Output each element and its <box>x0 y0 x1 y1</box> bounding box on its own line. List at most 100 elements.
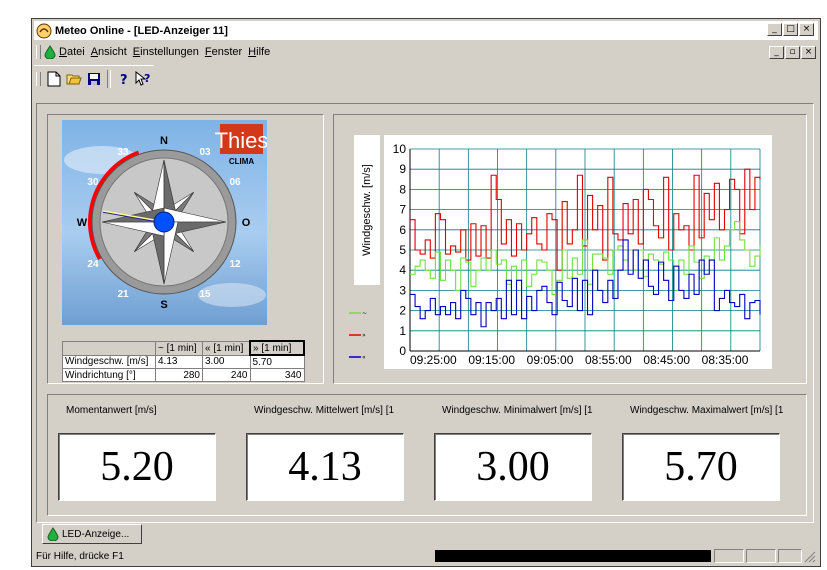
legend-symbol-max: » <box>362 332 366 339</box>
y-tick-label: 5 <box>399 243 406 257</box>
direction-tick-label: 15 <box>199 289 211 300</box>
menu-einstellungen[interactable]: Einstellungen <box>132 46 199 58</box>
cell-speed-mean: 4.13 <box>155 354 203 369</box>
new-file-icon <box>47 71 61 87</box>
x-tick-label: 08:45:00 <box>643 353 690 367</box>
col-header-max[interactable]: » [1 min] <box>249 340 305 356</box>
direction-tick-label: 33 <box>117 147 129 158</box>
legend-symbol-mean: ~ <box>362 310 367 317</box>
x-tick-label: 09:25:00 <box>410 353 457 367</box>
save-icon <box>88 73 100 85</box>
context-help-icon: ? <box>135 71 150 86</box>
legend-symbol-min: « <box>362 354 366 361</box>
value-display-min: 3.00 <box>434 433 592 501</box>
stats-row-speed: Windgeschw. [m/s] 4.13 3.00 5.70 <box>62 354 305 369</box>
new-file-button[interactable] <box>44 69 64 89</box>
brand-sub: CLIMA <box>229 157 255 166</box>
close-button[interactable]: × <box>799 23 814 36</box>
row-label-direction: Windrichtung [°] <box>62 368 156 382</box>
toolbar-separator <box>107 70 111 88</box>
value-display-mean: 4.13 <box>246 433 404 501</box>
stats-corner <box>62 340 156 356</box>
value-label-current: Momentanwert [m/s] <box>66 405 157 416</box>
compass-dial: N O S W 03 06 12 15 21 24 30 33 <box>77 135 251 311</box>
legend-item-min: « <box>348 346 372 368</box>
mdi-minimize-button[interactable]: _ <box>769 46 784 59</box>
resize-grip-icon[interactable] <box>804 551 816 563</box>
open-folder-icon <box>66 74 82 85</box>
svg-text:?: ? <box>120 73 128 87</box>
menu-ansicht[interactable]: Ansicht <box>90 46 127 58</box>
status-bar: Für Hilfe, drücke F1 <box>34 547 818 565</box>
cardinal-n: N <box>160 135 168 147</box>
status-panel <box>714 549 744 563</box>
stats-table: ~ [1 min] « [1 min] » [1 min] Windgeschw… <box>62 340 305 382</box>
y-axis-label: Windgeschw. [m/s] <box>354 135 380 285</box>
row-label-speed: Windgeschw. [m/s] <box>62 354 156 369</box>
open-button[interactable] <box>64 69 84 89</box>
menu-datei[interactable]: Datei <box>59 46 85 58</box>
direction-tick-label: 12 <box>229 259 241 270</box>
series-line <box>410 239 761 328</box>
legend-mark-max: » <box>349 332 366 339</box>
mdi-close-button[interactable]: × <box>801 46 816 59</box>
menu-grip[interactable] <box>36 45 41 59</box>
tab-led-anzeige[interactable]: LED-Anzeige... <box>42 524 142 544</box>
value-label-max: Windgeschw. Maximalwert [m/s] [1 <box>630 405 784 416</box>
col-header-min[interactable]: « [1 min] <box>202 340 251 356</box>
y-tick-label: 3 <box>399 283 406 297</box>
y-tick-label: 10 <box>393 142 407 156</box>
menu-hilfe[interactable]: Hilfe <box>248 46 271 58</box>
brand-name: Thies <box>215 128 267 153</box>
svg-text:?: ? <box>144 72 150 85</box>
brand-logo <box>220 124 263 154</box>
direction-tick-label: 24 <box>87 259 99 270</box>
help-button[interactable]: ? <box>114 69 134 89</box>
chart-panel: Windgeschw. [m/s] ~ » « 0 1 2 3 4 5 6 7 8 9 10 09:2… <box>333 114 807 384</box>
cell-speed-min: 3.00 <box>202 354 251 369</box>
toolbar-grip[interactable] <box>36 72 41 86</box>
status-panel <box>778 549 802 563</box>
cloud <box>198 283 266 307</box>
col-header-mean[interactable]: ~ [1 min] <box>155 340 203 356</box>
y-tick-label: 8 <box>399 182 406 196</box>
title-bar[interactable]: Meteo Online - [LED-Anzeiger 11] _ □ × <box>34 21 818 40</box>
maximize-button[interactable]: □ <box>783 23 798 36</box>
legend-mark-min: « <box>349 354 366 361</box>
wind-speed-chart: 0 1 2 3 4 5 6 7 8 9 10 09:25:00 09:15:00 09:05:00 08:5… <box>393 142 761 367</box>
window-title: Meteo Online - [LED-Anzeiger 11] <box>55 24 228 37</box>
direction-tick-label: 21 <box>117 289 129 300</box>
cell-dir-min: 240 <box>202 368 251 382</box>
x-tick-label: 08:55:00 <box>585 353 632 367</box>
direction-tick-label: 03 <box>199 147 211 158</box>
save-button[interactable] <box>84 69 104 89</box>
compass-hub <box>153 211 175 233</box>
status-progress <box>435 550 711 562</box>
value-label-mean: Windgeschw. Mittelwert [m/s] [1 <box>254 405 395 416</box>
value-display-current: 5.20 <box>58 433 216 501</box>
y-tick-label: 4 <box>399 263 406 277</box>
stats-row-direction: Windrichtung [°] 280 240 340 <box>62 368 305 382</box>
legend-item-max: » <box>348 324 372 346</box>
y-tick-label: 6 <box>399 223 406 237</box>
wind-compass: Thies CLIMA N O S W 03 06 12 15 21 24 30 33 <box>62 120 268 325</box>
mdi-controls: _ ▫ × <box>769 46 816 59</box>
cell-dir-max: 340 <box>249 368 305 382</box>
x-tick-label: 09:15:00 <box>468 353 515 367</box>
y-tick-label: 9 <box>399 162 406 176</box>
y-tick-label: 1 <box>399 324 406 338</box>
menu-bar: Datei Ansicht Einstellungen Fenster Hilf… <box>34 43 818 61</box>
legend-item-mean: ~ <box>348 302 372 324</box>
menu-fenster[interactable]: Fenster <box>204 46 243 58</box>
x-tick-label: 09:05:00 <box>527 353 574 367</box>
y-tick-label: 0 <box>399 344 406 358</box>
cardinal-o: O <box>242 217 251 229</box>
y-axis-label-text: Windgeschw. [m/s] <box>361 164 373 256</box>
minimize-button[interactable]: _ <box>767 23 782 36</box>
context-help-button[interactable]: ? <box>134 69 154 89</box>
y-tick-label: 7 <box>399 203 406 217</box>
y-tick-label: 2 <box>399 304 406 318</box>
chart-legend: ~ » « <box>348 302 372 368</box>
status-text: Für Hilfe, drücke F1 <box>36 550 124 562</box>
mdi-restore-button[interactable]: ▫ <box>785 46 800 59</box>
